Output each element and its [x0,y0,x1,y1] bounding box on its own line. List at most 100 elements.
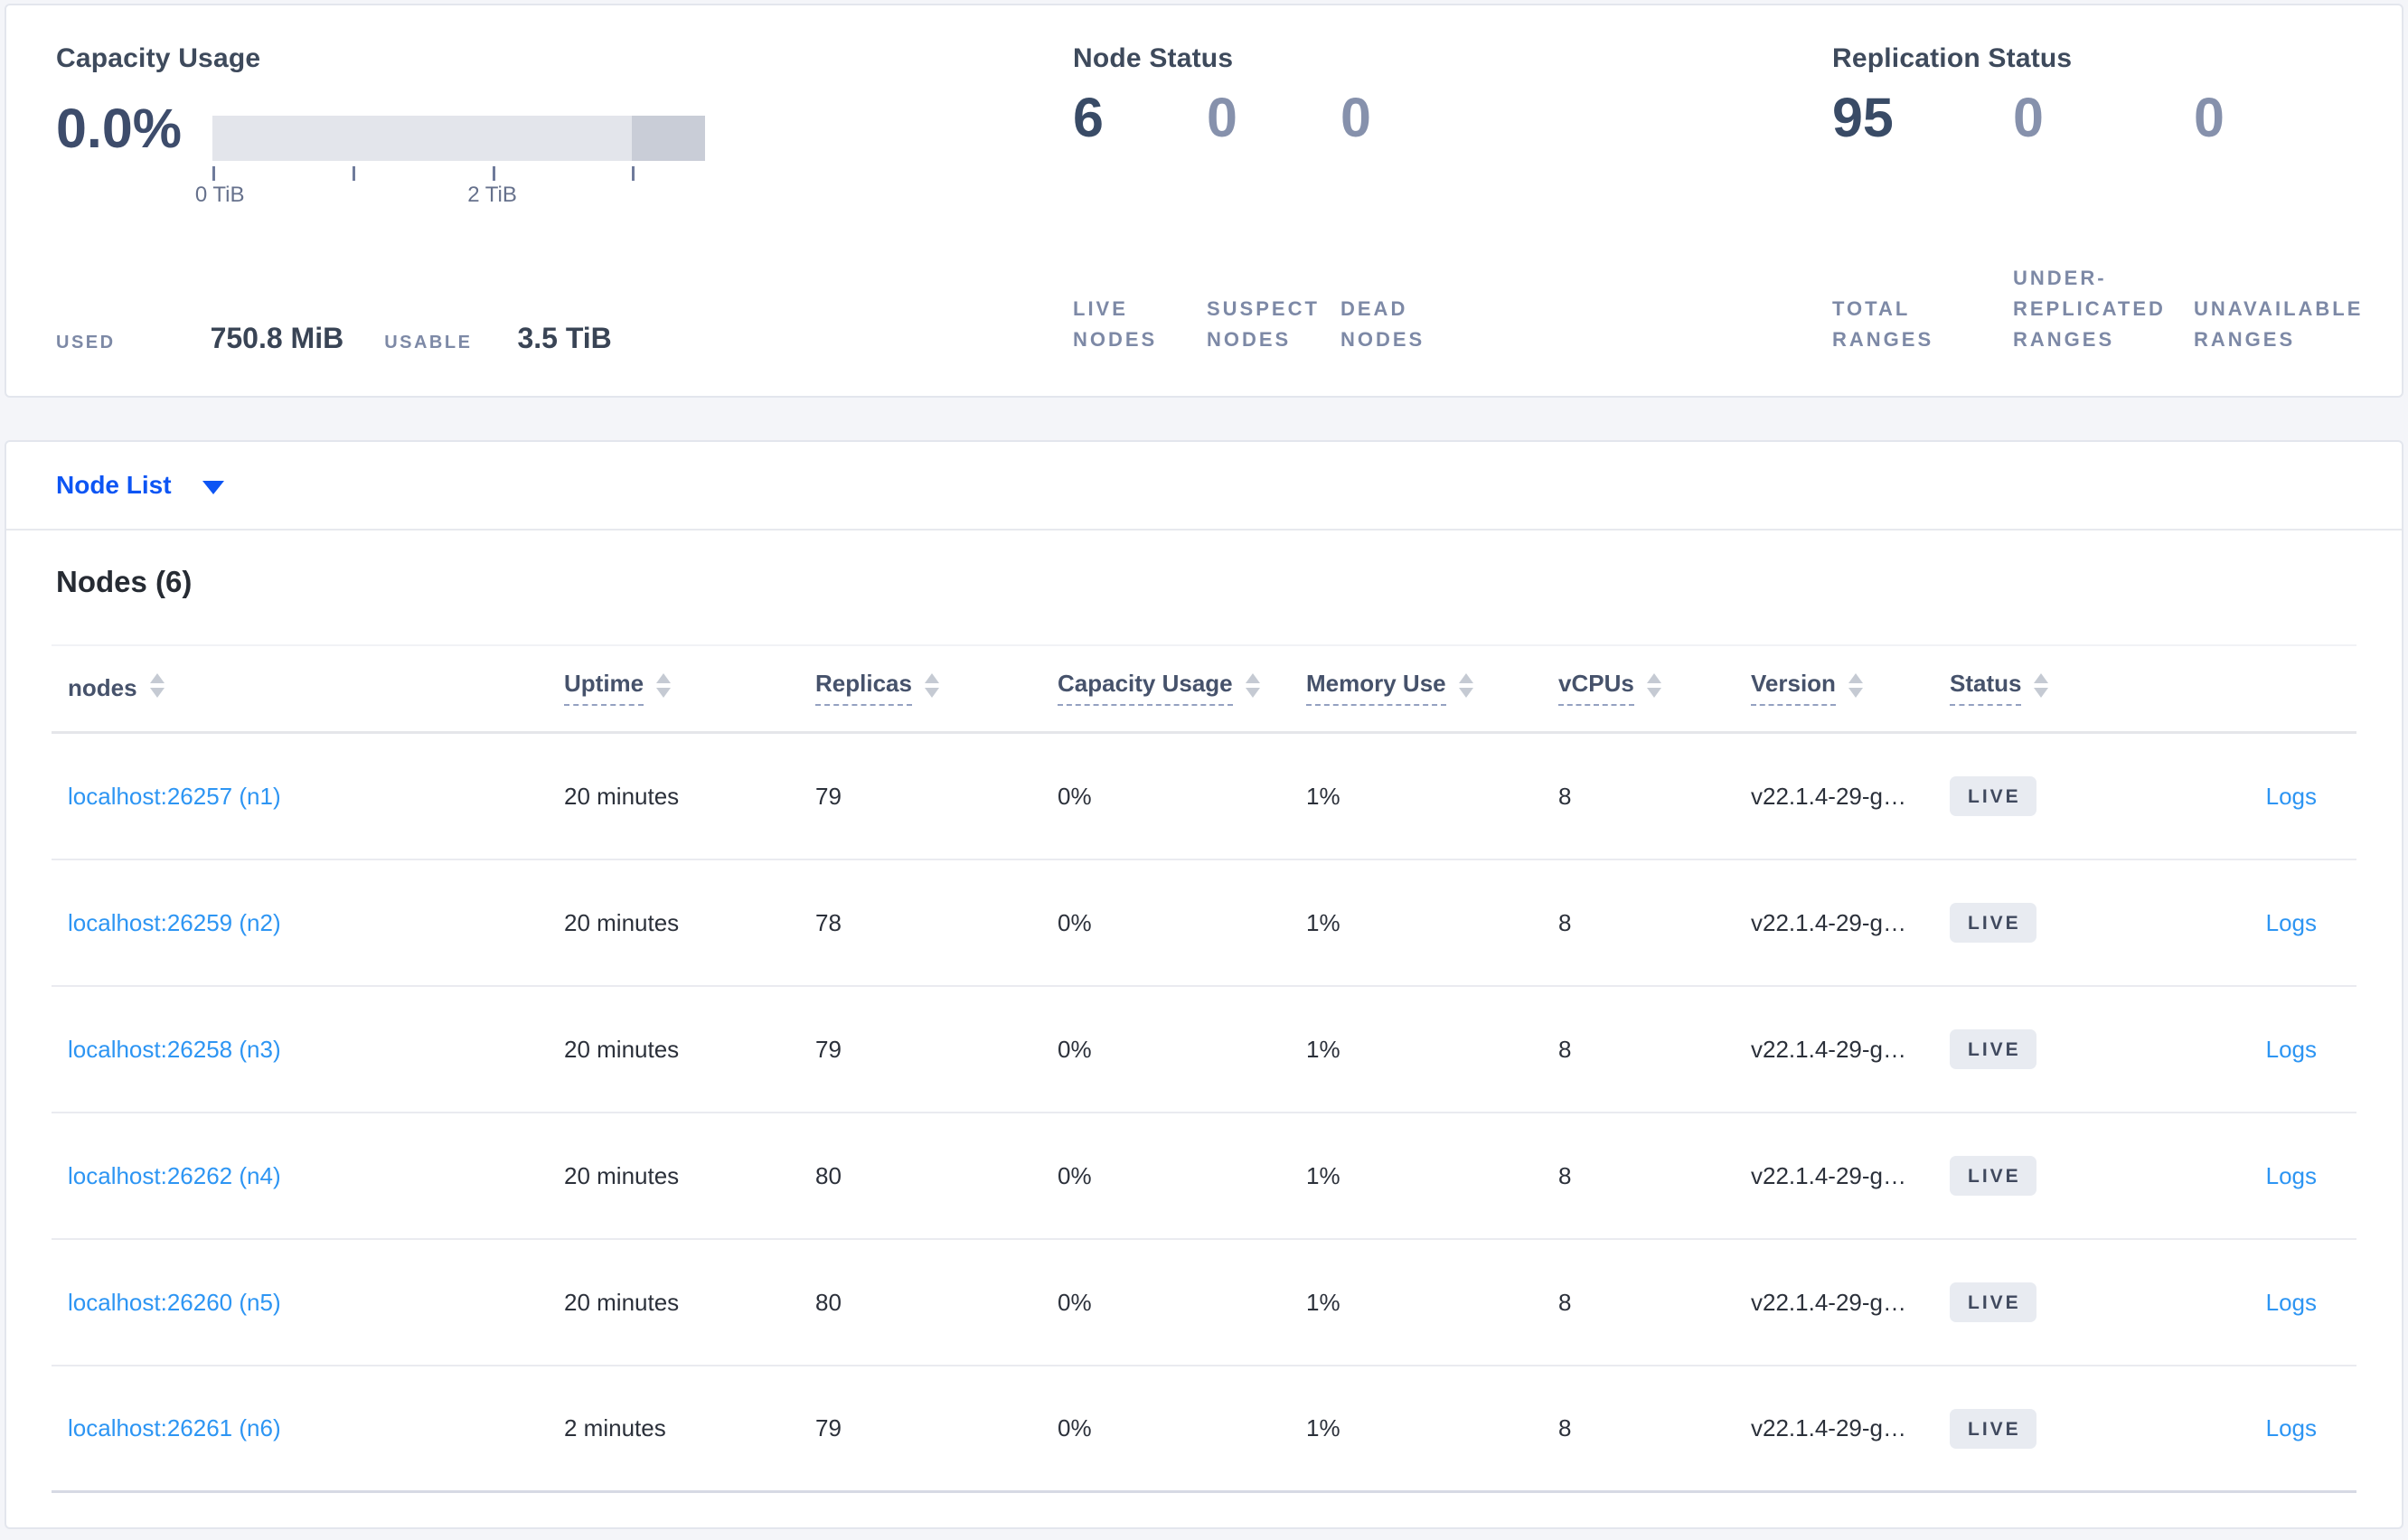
memory-cell: 1% [1306,1414,1340,1441]
used-label: USED [56,333,116,352]
logs-link[interactable]: Logs [2265,1414,2317,1441]
capacity-cell: 0% [1058,782,1092,810]
memory-cell: 1% [1306,1161,1340,1189]
axis-tick [212,166,215,181]
logs-link[interactable]: Logs [2265,1161,2317,1189]
node-list-dropdown[interactable]: Node List [6,442,2402,531]
logs-link[interactable]: Logs [2265,782,2317,810]
sort-icon[interactable] [1848,672,1863,698]
node-status-title: Node Status [1073,43,1234,73]
logs-link[interactable]: Logs [2265,1035,2317,1063]
logs-link[interactable]: Logs [2265,908,2317,936]
vcpus-cell: 8 [1558,908,1572,936]
vcpus-cell: 8 [1558,1035,1572,1063]
suspect-nodes-label: SUSPECT NODES [1207,296,1320,351]
uptime-cell: 20 minutes [564,782,680,810]
node-address-link[interactable]: localhost:26260 (n5) [68,1288,281,1316]
axis-tick [632,166,635,181]
replication-labels: TOTAL RANGES UNDER-REPLICATED RANGES UNA… [1832,263,2361,355]
capacity-usage-chart: 0.0% 0 TiB 2 TiB [56,90,1073,208]
replicas-cell: 79 [815,1414,842,1441]
usable-value: 3.5 TiB [517,322,612,354]
uptime-cell: 20 minutes [564,1288,680,1316]
version-cell: v22.1.4-29-g… [1751,1035,1906,1063]
chevron-down-icon [202,480,224,494]
sort-icon[interactable] [1458,672,1473,698]
logs-link[interactable]: Logs [2265,1288,2317,1316]
axis-tick [352,166,355,181]
status-badge: LIVE [1950,1282,2036,1322]
table-row: localhost:26259 (n2) 20 minutes 78 0% 1%… [52,860,2356,987]
column-header-status[interactable]: Status [1933,670,2168,706]
node-status-values: 6 0 0 [1073,90,1832,146]
nodes-table-header-row: nodes Uptime Replicas Capacity Usage [52,646,2356,734]
under-replicated-ranges-label: UNDER-REPLICATED RANGES [2013,266,2166,351]
sort-icon[interactable] [2034,672,2049,698]
table-row: localhost:26258 (n3) 20 minutes 79 0% 1%… [52,987,2356,1113]
status-badge: LIVE [1950,903,2036,943]
column-header-capacity-usage[interactable]: Capacity Usage [1041,670,1290,706]
axis-tick [492,166,495,181]
node-list-dropdown-label[interactable]: Node List [56,471,172,499]
uptime-cell: 20 minutes [564,908,680,936]
sort-icon[interactable] [149,672,165,698]
capacity-cell: 0% [1058,1414,1092,1441]
capacity-cell: 0% [1058,1288,1092,1316]
node-address-link[interactable]: localhost:26259 (n2) [68,908,281,936]
sort-icon[interactable] [656,672,672,698]
memory-cell: 1% [1306,1288,1340,1316]
vcpus-cell: 8 [1558,1288,1572,1316]
nodes-count-heading: Nodes (6) [56,565,193,598]
uptime-cell: 2 minutes [564,1414,666,1441]
status-badge: LIVE [1950,1029,2036,1069]
capacity-percent-value: 0.0% [56,98,183,159]
used-value: 750.8 MiB [210,322,344,354]
node-address-link[interactable]: localhost:26258 (n3) [68,1035,281,1063]
node-address-link[interactable]: localhost:26261 (n6) [68,1414,281,1441]
replication-values: 95 0 0 [1832,90,2361,146]
capacity-bar: 0 TiB 2 TiB [195,116,705,208]
replicas-cell: 79 [815,1035,842,1063]
node-status-section: Node Status 6 0 0 LIVE NODES SUSPECT NOD… [1073,43,1832,355]
column-header-replicas[interactable]: Replicas [799,670,1041,706]
replicas-cell: 79 [815,782,842,810]
capacity-usage-title: Capacity Usage [56,43,261,73]
replicas-cell: 78 [815,908,842,936]
version-cell: v22.1.4-29-g… [1751,908,1906,936]
version-cell: v22.1.4-29-g… [1751,1161,1906,1189]
capacity-cell: 0% [1058,1035,1092,1063]
column-header-vcpus[interactable]: vCPUs [1542,670,1735,706]
node-list-panel: Node List Nodes (6) nodes Uptime Replica… [5,440,2403,1529]
cluster-summary-panel: Capacity Usage 0.0% 0 TiB 2 TiB [5,4,2403,398]
column-header-uptime[interactable]: Uptime [548,670,799,706]
uptime-cell: 20 minutes [564,1161,680,1189]
node-status-labels: LIVE NODES SUSPECT NODES DEAD NODES [1073,294,1832,355]
capacity-usage-section: Capacity Usage 0.0% 0 TiB 2 TiB [56,43,1073,355]
memory-cell: 1% [1306,782,1340,810]
capacity-cell: 0% [1058,1161,1092,1189]
sort-icon[interactable] [1646,672,1661,698]
column-header-nodes[interactable]: nodes [52,672,548,703]
sort-icon[interactable] [924,672,939,698]
under-replicated-ranges-count: 0 [2013,87,2044,148]
capacity-bar-reserved-segment [632,116,705,161]
node-address-link[interactable]: localhost:26262 (n4) [68,1161,281,1189]
column-header-version[interactable]: Version [1735,670,1933,706]
replication-status-section: Replication Status 95 0 0 TOTAL RANGES U… [1832,43,2361,355]
suspect-nodes-count: 0 [1207,87,1237,148]
column-header-memory-use[interactable]: Memory Use [1290,670,1542,706]
nodes-table: nodes Uptime Replicas Capacity Usage [52,644,2356,1493]
capacity-cell: 0% [1058,908,1092,936]
capacity-bar-track [212,116,705,161]
dead-nodes-label: DEAD NODES [1340,296,1425,351]
memory-cell: 1% [1306,1035,1340,1063]
usable-label: USABLE [384,333,473,352]
version-cell: v22.1.4-29-g… [1751,782,1906,810]
node-address-link[interactable]: localhost:26257 (n1) [68,782,281,810]
vcpus-cell: 8 [1558,1161,1572,1189]
table-row: localhost:26260 (n5) 20 minutes 80 0% 1%… [52,1240,2356,1366]
sort-icon[interactable] [1245,672,1260,698]
capacity-summary-row: USED 750.8 MiB USABLE 3.5 TiB [56,322,1073,355]
table-row: localhost:26261 (n6) 2 minutes 79 0% 1% … [52,1366,2356,1493]
